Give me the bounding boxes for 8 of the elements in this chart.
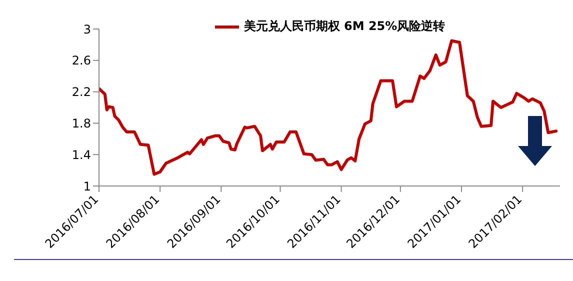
y-tick-label: 1.4: [72, 148, 91, 162]
legend-label: 美元兑人民币期权 6M 25%风险逆转: [244, 18, 446, 35]
y-tick-label: 3: [83, 22, 91, 36]
y-tick-label: 1.8: [72, 116, 91, 130]
y-tick-label: 2.6: [72, 54, 91, 68]
y-tick-label: 1: [83, 179, 91, 194]
y-tick-label: 2.2: [72, 85, 91, 100]
line-series: [99, 39, 558, 176]
